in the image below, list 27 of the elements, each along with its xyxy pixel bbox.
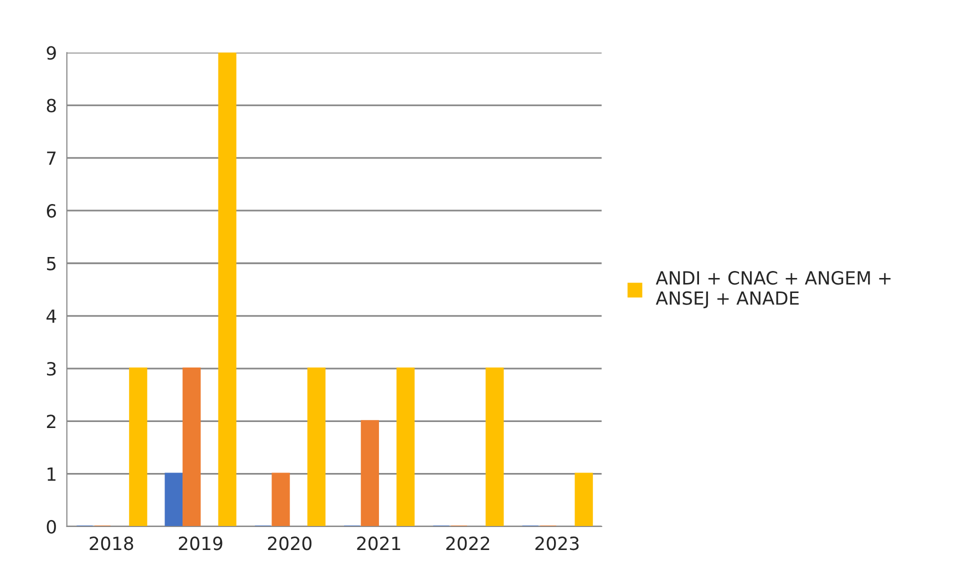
x-tick-label: 2022 [446, 536, 490, 550]
bar [574, 472, 593, 526]
bar [272, 472, 290, 526]
bar [218, 52, 236, 526]
y-tick-label: 3 [47, 362, 56, 376]
y-tick-label: 5 [47, 256, 56, 270]
bar [396, 368, 415, 526]
y-tick-label: 0 [46, 520, 56, 534]
legend-label: ANDI + CNAC + ANGEM + ANSEJ + ANADE [656, 271, 891, 308]
y-tick-label: 9 [46, 46, 56, 60]
x-tick-label: 2023 [535, 536, 579, 550]
bar [182, 368, 201, 526]
bar [164, 472, 183, 526]
y-tick-label: 2 [46, 414, 56, 428]
bar [307, 368, 326, 526]
bar [486, 368, 504, 526]
y-tick-label: 7 [47, 152, 56, 165]
x-tick-label: 2020 [268, 536, 312, 550]
x-tick-label: 2019 [178, 536, 222, 550]
y-tick-label: 8 [46, 98, 56, 112]
bar [360, 420, 379, 526]
y-tick-label: 1 [48, 468, 56, 481]
y-tick-label: 4 [46, 310, 56, 323]
x-tick-label: 2018 [90, 536, 134, 550]
bar [129, 368, 148, 526]
y-tick-label: 6 [46, 204, 56, 218]
x-tick-label: 2021 [357, 536, 400, 550]
